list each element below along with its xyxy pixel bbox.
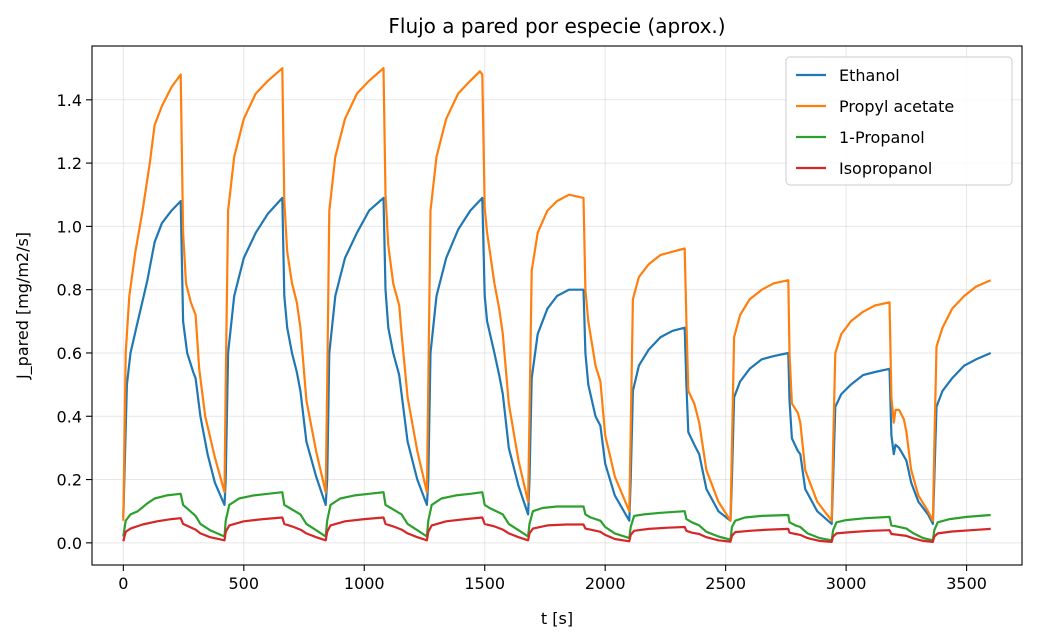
- series-layer: [122, 67, 992, 543]
- legend-box: [785, 56, 1013, 186]
- series-line-propyl-acetate: [122, 67, 992, 522]
- y-tick-label: 0.4: [57, 407, 82, 426]
- x-axis-label: t [s]: [541, 609, 573, 628]
- y-tick-label: 1.2: [57, 154, 82, 173]
- legend-label: 1-Propanol: [839, 128, 925, 147]
- y-tick-label: 1.0: [57, 217, 82, 236]
- x-tick-label: 0: [118, 574, 128, 593]
- legend-label: Isopropanol: [839, 159, 932, 178]
- y-tick-label: 0.2: [57, 471, 82, 490]
- x-tick-label: 2000: [585, 574, 626, 593]
- ticks: 0 500 1000 1500 2000 2500 3000 3500 0.0 0.2 0.4 0.6…: [57, 91, 987, 593]
- x-tick-label: 2500: [705, 574, 746, 593]
- legend-label: Propyl acetate: [839, 97, 954, 116]
- series-line-ethanol: [122, 196, 992, 525]
- legend-label: Ethanol: [839, 66, 900, 85]
- series-line-isopropanol: [122, 516, 991, 543]
- y-tick-label: 1.4: [57, 91, 82, 110]
- plot-frame: [91, 45, 1023, 566]
- x-tick-label: 1000: [344, 574, 385, 593]
- x-tick-label: 3000: [826, 574, 867, 593]
- x-tick-label: 1500: [464, 574, 505, 593]
- x-tick-label: 500: [229, 574, 260, 593]
- y-tick-label: 0.0: [57, 534, 82, 553]
- legend: Ethanol Propyl acetate 1-Propanol Isopropan…: [785, 56, 1013, 186]
- y-tick-label: 0.6: [57, 344, 82, 363]
- x-tick-label: 3500: [946, 574, 987, 593]
- chart-title: Flujo a pared por especie (aprox.): [388, 14, 725, 38]
- y-tick-label: 0.8: [57, 281, 82, 300]
- y-axis-label: J_pared [mg/m2/s]: [13, 232, 33, 380]
